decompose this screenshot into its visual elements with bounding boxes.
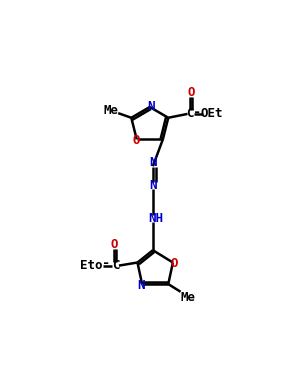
Text: OEt: OEt	[200, 108, 223, 120]
Text: -: -	[193, 105, 202, 118]
Text: Eto: Eto	[80, 259, 103, 272]
Text: N: N	[149, 179, 157, 192]
Text: O: O	[188, 86, 195, 99]
Text: O: O	[132, 135, 140, 147]
Text: Me: Me	[181, 291, 196, 305]
Text: Me: Me	[103, 104, 118, 117]
Text: O: O	[171, 257, 178, 270]
Text: -: -	[103, 256, 111, 270]
Text: N: N	[149, 156, 157, 169]
Text: NH: NH	[148, 212, 164, 225]
Text: O: O	[111, 238, 118, 251]
Text: N: N	[138, 279, 145, 292]
Text: C: C	[186, 108, 194, 120]
Text: C: C	[112, 259, 120, 272]
Text: N: N	[147, 100, 154, 113]
